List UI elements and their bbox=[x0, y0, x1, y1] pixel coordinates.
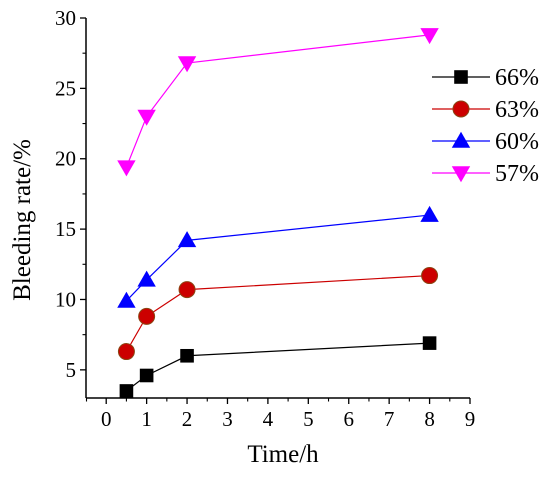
data-point-marker bbox=[137, 270, 156, 287]
x-axis-title: Time/h bbox=[247, 441, 319, 468]
series-57% bbox=[117, 28, 439, 177]
data-point-marker bbox=[421, 267, 439, 285]
series-line bbox=[125, 214, 430, 302]
series-63% bbox=[117, 267, 439, 361]
y-tick-label: 25 bbox=[55, 76, 76, 100]
legend-entry: 66% bbox=[432, 65, 539, 91]
legend-entry: 57% bbox=[432, 161, 539, 187]
x-tick-label: 6 bbox=[343, 407, 354, 431]
data-point-marker bbox=[180, 348, 194, 363]
data-point-marker bbox=[117, 291, 136, 308]
data-point-marker bbox=[451, 166, 471, 183]
x-tick-label: 3 bbox=[222, 407, 233, 431]
x-tick-label: 5 bbox=[303, 407, 314, 431]
data-point-marker bbox=[420, 28, 439, 45]
series-66% bbox=[119, 336, 437, 398]
legend-entry: 60% bbox=[432, 129, 539, 155]
data-point-marker bbox=[452, 100, 470, 118]
x-tick-label: 1 bbox=[141, 407, 152, 431]
y-tick-label: 5 bbox=[66, 358, 77, 382]
data-point-marker bbox=[420, 205, 439, 222]
y-tick-label: 30 bbox=[55, 6, 76, 30]
x-tick-label: 4 bbox=[263, 407, 274, 431]
series-line bbox=[126, 342, 430, 392]
legend-entry: 63% bbox=[432, 97, 539, 123]
y-axis-title: Bleeding rate/% bbox=[9, 139, 36, 301]
x-tick-label: 7 bbox=[384, 407, 395, 431]
legend: 66% 63% 60% 57% bbox=[432, 65, 539, 187]
x-tick-label: 0 bbox=[101, 407, 112, 431]
y-tick-label: 10 bbox=[55, 287, 76, 311]
axes: 0 1 2 3 4 5 6 7 8 9 5 10 15 20 25 30 bbox=[55, 6, 475, 431]
legend-label: 60% bbox=[495, 129, 539, 155]
legend-label: 63% bbox=[495, 97, 539, 123]
x-tick-label: 9 bbox=[465, 407, 476, 431]
data-point-marker bbox=[119, 384, 134, 398]
y-tick-label: 20 bbox=[55, 147, 76, 171]
data-point-marker bbox=[117, 343, 135, 361]
series-line bbox=[125, 274, 430, 352]
data-point-marker bbox=[177, 231, 197, 248]
x-tick-label: 8 bbox=[424, 407, 435, 431]
legend-label: 66% bbox=[495, 65, 539, 91]
data-point-marker bbox=[422, 336, 437, 350]
series-60% bbox=[117, 205, 439, 308]
data-point-marker bbox=[177, 56, 197, 73]
data-point-marker bbox=[178, 281, 196, 299]
series-line bbox=[125, 34, 430, 168]
legend-label: 57% bbox=[495, 161, 539, 187]
series-layer bbox=[117, 28, 439, 398]
data-point-marker bbox=[139, 368, 154, 383]
y-tick-label: 15 bbox=[55, 217, 76, 241]
data-point-marker bbox=[138, 307, 156, 325]
data-point-marker bbox=[454, 70, 468, 84]
x-tick-label: 2 bbox=[182, 407, 193, 431]
data-point-marker bbox=[451, 131, 471, 148]
data-point-marker bbox=[137, 109, 156, 126]
data-point-marker bbox=[117, 160, 136, 177]
